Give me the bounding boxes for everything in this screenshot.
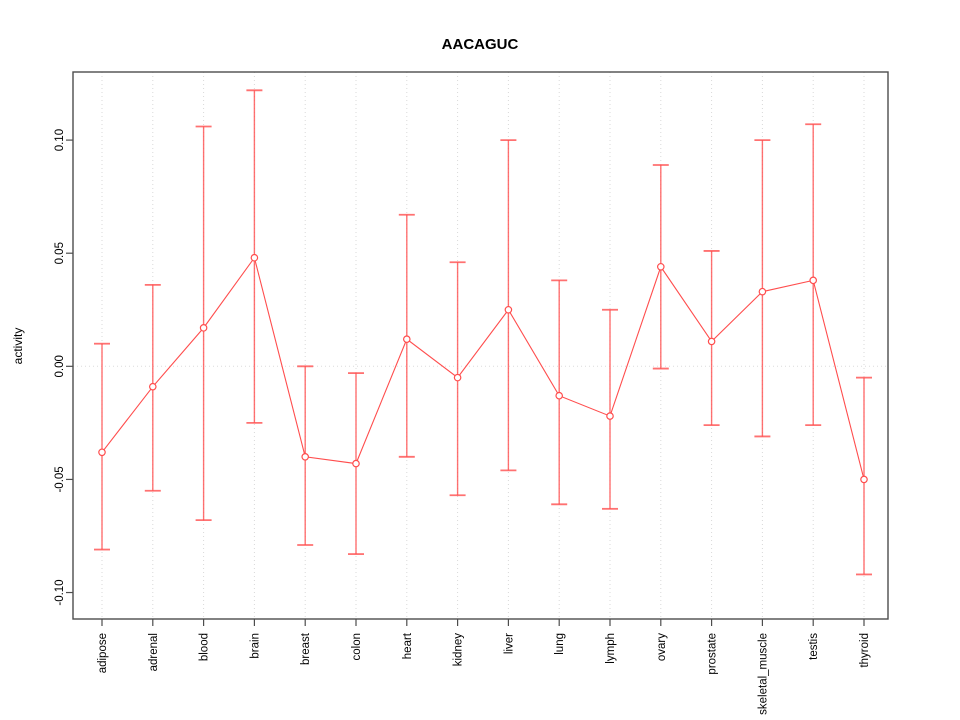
- y-axis-label: activity: [11, 328, 25, 365]
- data-point-marker: [656, 262, 665, 271]
- x-tick-label: liver: [503, 633, 515, 654]
- y-tick-label: 0.10: [54, 129, 66, 151]
- x-tick-label: kidney: [453, 633, 465, 666]
- x-tick-label: lymph: [605, 633, 617, 664]
- data-point-marker: [149, 382, 157, 391]
- y-tick-label: -0.10: [54, 579, 66, 605]
- data-point-marker: [860, 475, 868, 484]
- x-tick-label: adrenal: [148, 633, 160, 671]
- data-point-marker: [555, 391, 564, 400]
- data-point-marker: [352, 459, 360, 468]
- data-point-marker: [199, 324, 208, 332]
- series-line: [101, 256, 865, 480]
- x-tick-label: heart: [402, 632, 414, 659]
- y-tick-label: -0.05: [54, 466, 66, 492]
- x-tick-label: brain: [249, 633, 261, 659]
- x-tick-label: breast: [300, 632, 312, 665]
- x-tick-label: lung: [554, 633, 566, 655]
- x-tick-label: thyroid: [859, 633, 871, 668]
- data-point-marker: [402, 335, 411, 343]
- data-point-marker: [504, 305, 513, 314]
- data-point-marker: [758, 287, 767, 296]
- x-tick-label: adipose: [97, 633, 109, 673]
- x-tick-label: prostate: [707, 633, 719, 675]
- x-tick-label: colon: [351, 633, 363, 661]
- x-tick-label: skeletal_muscle: [757, 633, 769, 715]
- data-point-marker: [250, 253, 259, 262]
- plot-frame: [72, 71, 889, 620]
- x-axis: adipose adrenal blood brain breast colon heart…: [97, 619, 871, 715]
- data-point-marker: [98, 448, 106, 457]
- data-point-marker: [301, 453, 310, 461]
- gridlines: [101, 72, 865, 619]
- y-tick-label: 0.00: [54, 355, 66, 377]
- data-point-marker: [809, 276, 818, 285]
- data-point-marker: [707, 337, 716, 346]
- data-points: [98, 253, 868, 484]
- x-tick-label: testis: [808, 633, 820, 660]
- error-bars: [94, 89, 872, 576]
- y-tick-label: 0.05: [54, 242, 66, 264]
- chart-title: AACAGUC: [442, 36, 519, 53]
- data-point-marker: [606, 412, 614, 420]
- x-tick-label: ovary: [656, 633, 668, 661]
- y-axis: -0.10 -0.05 0.00 0.05 0.10: [54, 129, 73, 606]
- data-point-marker: [453, 373, 462, 382]
- x-tick-label: blood: [199, 633, 211, 661]
- frame-rect: [72, 71, 889, 620]
- series-polyline: [101, 256, 865, 480]
